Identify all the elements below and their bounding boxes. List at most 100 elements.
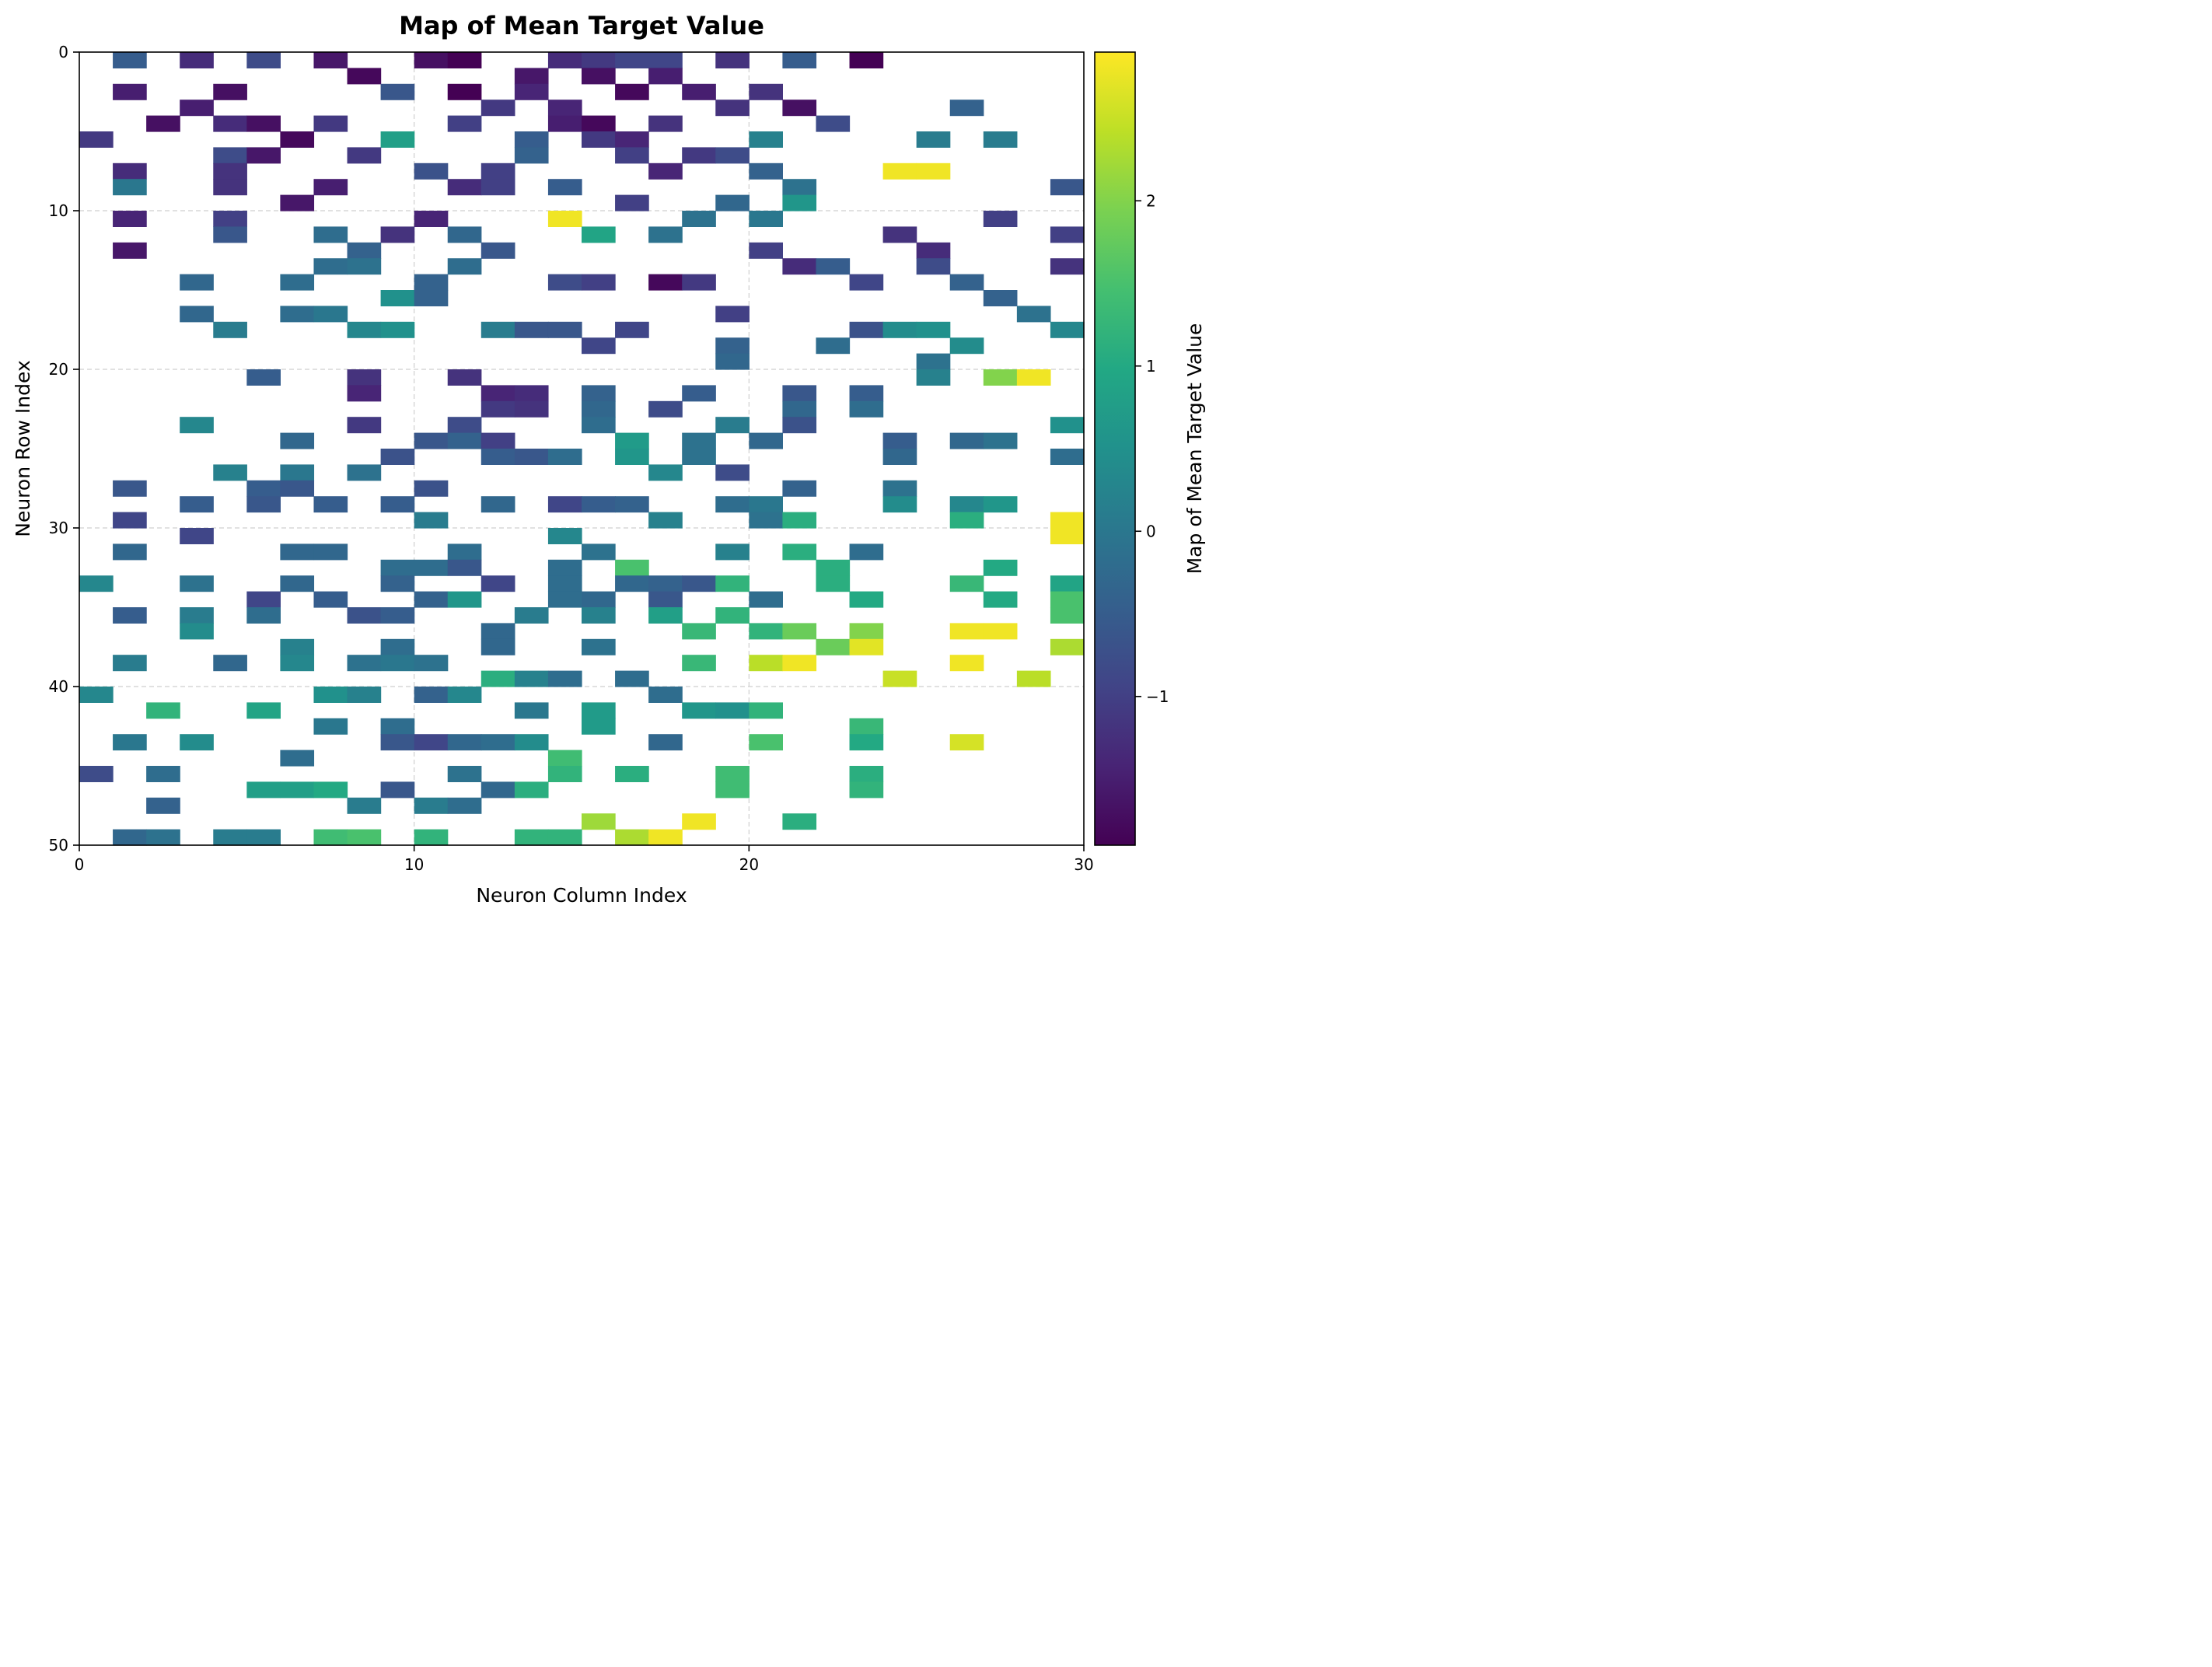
heatmap-cell — [849, 591, 884, 608]
heatmap-cell — [280, 575, 315, 592]
heatmap-cell — [447, 115, 482, 132]
heatmap-cell — [749, 163, 783, 180]
heatmap-cell — [246, 496, 281, 513]
heatmap-cell — [213, 211, 247, 227]
heatmap-cell — [682, 655, 716, 672]
heatmap-cell — [113, 734, 147, 751]
heatmap-cell — [1016, 670, 1051, 687]
heatmap-cell — [380, 83, 415, 100]
heatmap-cell — [782, 258, 817, 275]
heatmap-cell — [916, 163, 951, 180]
heatmap-cell — [280, 274, 315, 291]
heatmap-cell — [313, 829, 348, 846]
heatmap-cell — [715, 353, 750, 370]
heatmap-cell — [447, 734, 482, 751]
heatmap-cell — [648, 591, 683, 608]
heatmap-cell — [414, 52, 449, 68]
heatmap-cell — [849, 623, 884, 640]
heatmap-cell — [882, 321, 917, 338]
heatmap-cell — [1016, 306, 1051, 323]
heatmap-cell — [280, 781, 315, 799]
x-tick-label: 10 — [404, 855, 424, 874]
heatmap-cell — [547, 449, 582, 465]
heatmap-cell — [882, 496, 917, 513]
heatmap-cell — [615, 194, 649, 211]
plot-frame — [79, 51, 1085, 846]
heatmap-cell — [447, 179, 482, 196]
heatmap-cell — [514, 385, 549, 402]
heatmap-cell — [547, 670, 582, 687]
heatmap-cell — [615, 147, 649, 164]
heatmap-cell — [480, 449, 515, 465]
heatmap-cell — [313, 781, 348, 799]
heatmap-cell — [480, 575, 515, 592]
x-tick-label: 20 — [739, 855, 759, 874]
heatmap-cell — [849, 52, 884, 68]
heatmap-cell — [547, 575, 582, 592]
heatmap-cell — [715, 543, 750, 561]
heatmap-cell — [749, 623, 783, 640]
heatmap-cell — [949, 512, 984, 529]
heatmap-cell — [682, 432, 716, 449]
heatmap-cell — [1050, 258, 1085, 275]
heatmap-cell — [582, 718, 616, 735]
heatmap-cell — [480, 734, 515, 751]
heatmap-cell — [113, 607, 147, 624]
heatmap-cell — [480, 179, 515, 196]
y-axis-ticks: 0 10 20 30 40 50 — [49, 43, 79, 854]
heatmap-cell — [480, 163, 515, 180]
heatmap-cell — [983, 432, 1018, 449]
heatmap-cell — [547, 766, 582, 782]
heatmap-cell — [1050, 226, 1085, 243]
heatmap-cell — [547, 179, 582, 196]
heatmap-cell — [514, 449, 549, 465]
heatmap-cell — [246, 829, 281, 846]
colorbar-label: Map of Mean Target Value — [1183, 323, 1206, 575]
heatmap-cell — [749, 496, 783, 513]
heatmap-cell — [313, 258, 348, 275]
heatmap-cell — [414, 512, 449, 529]
heatmap-cell — [582, 400, 616, 418]
heatmap-cell — [79, 575, 114, 592]
heatmap-cell — [380, 638, 415, 655]
heatmap-cell — [816, 115, 851, 132]
heatmap-cell — [749, 655, 783, 672]
heatmap-cell — [682, 623, 716, 640]
heatmap-cell — [1050, 591, 1085, 608]
heatmap-cell — [816, 575, 851, 592]
heatmap-cell — [849, 781, 884, 799]
heatmap-cell — [983, 131, 1018, 148]
heatmap-cell — [715, 575, 750, 592]
x-tick-label: 30 — [1074, 855, 1093, 874]
heatmap-cell — [280, 543, 315, 561]
heatmap-cell — [615, 829, 649, 846]
heatmap-cell — [648, 687, 683, 703]
heatmap-cells — [79, 52, 1085, 846]
heatmap-cell — [816, 638, 851, 655]
heatmap-cell — [782, 417, 817, 434]
heatmap-cell — [682, 385, 716, 402]
heatmap-cell — [514, 781, 549, 799]
colorbar — [1094, 51, 1136, 846]
heatmap-cell — [447, 543, 482, 561]
heatmap-cell — [246, 702, 281, 719]
heatmap-cell — [514, 131, 549, 148]
heatmap-cell — [213, 163, 247, 180]
heatmap-cell — [983, 496, 1018, 513]
heatmap-cell — [113, 480, 147, 497]
heatmap-cell — [447, 258, 482, 275]
heatmap-cell — [480, 496, 515, 513]
heatmap-cell — [1050, 512, 1085, 529]
heatmap-cell — [547, 528, 582, 544]
heatmap-cell — [146, 829, 180, 846]
heatmap-cell — [380, 321, 415, 338]
heatmap-cell — [180, 607, 214, 624]
heatmap-cell — [180, 496, 214, 513]
heatmap-cell — [180, 528, 214, 544]
heatmap-cell — [882, 226, 917, 243]
y-tick-label: 50 — [49, 836, 68, 854]
heatmap-cell — [380, 718, 415, 735]
colorbar-tick-label: 2 — [1146, 191, 1156, 210]
heatmap-cell — [347, 607, 382, 624]
heatmap-cell — [380, 607, 415, 624]
